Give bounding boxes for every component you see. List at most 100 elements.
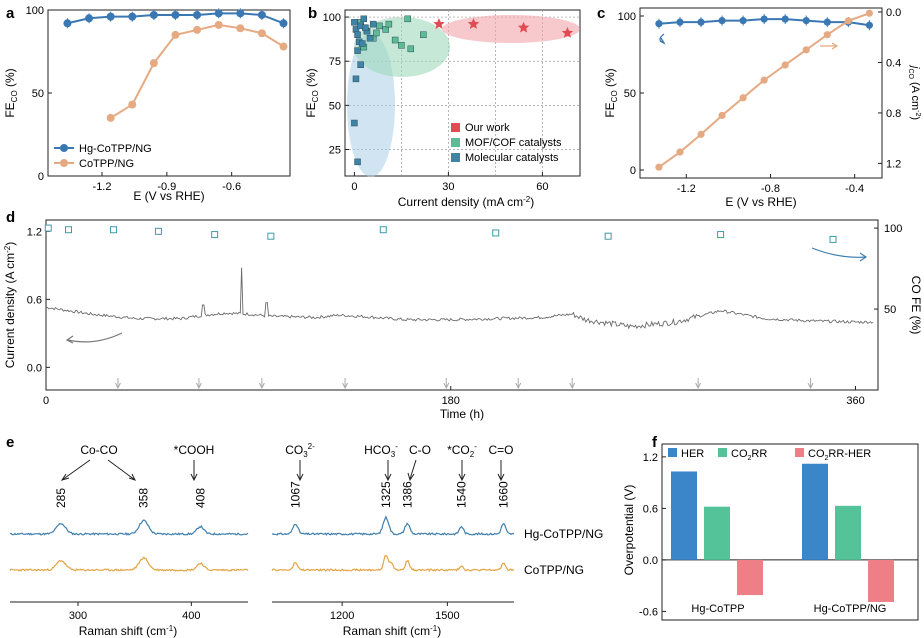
a-point xyxy=(236,24,245,33)
current-axis-arrow xyxy=(67,332,123,343)
e-peak-label: 1325 xyxy=(379,481,393,508)
assign-c-o: C-O xyxy=(409,443,431,457)
c-y2tick-label: 0.0 xyxy=(886,7,901,19)
a-ytick-label: 0 xyxy=(38,171,44,183)
legend-marker-co xyxy=(60,159,68,167)
c-point xyxy=(865,9,873,17)
d-fe-point xyxy=(829,235,837,243)
b-point-molecular xyxy=(354,47,361,54)
c-point xyxy=(781,15,789,23)
c-point xyxy=(697,18,705,26)
e-peak-label: 358 xyxy=(137,488,151,508)
panel-c: c 0 50 100 0.0 0.4 0.8 1.2 -1.2 -0.8 -0.4 FECO (%… xyxy=(597,5,921,209)
arrow-co-co-358 xyxy=(107,459,136,481)
arrow-co-co-285 xyxy=(61,459,91,481)
a-xtick-label: -0.6 xyxy=(222,181,241,193)
category-label-hg-cotpp: Hg-CoTPP xyxy=(691,603,744,615)
a-point xyxy=(257,10,266,19)
panel-d-ylabel: Current density (A cm-2) xyxy=(3,242,17,369)
c-ytick-label: 50 xyxy=(624,88,636,100)
arrowhead-co3 xyxy=(296,473,304,482)
d-event-marker-head xyxy=(569,382,576,390)
a-point xyxy=(63,19,72,28)
b-point-molecular xyxy=(357,61,364,68)
b-xtick-label: 60 xyxy=(536,181,548,193)
legend-marker-hg xyxy=(60,144,68,152)
panel-e-ticks: 300 400 1200 1500 xyxy=(69,602,460,622)
a-point xyxy=(171,10,180,19)
b-ytick-label: 100 xyxy=(323,12,341,24)
panel-d-letter: d xyxy=(6,209,15,226)
c-point xyxy=(739,17,747,25)
panel-d-plot xyxy=(44,224,874,390)
d-fe-point xyxy=(604,232,612,240)
a-point xyxy=(128,100,137,109)
trace-label-hg: Hg-CoTPP/NG xyxy=(524,527,603,541)
panel-a-ylabel: FECO (%) xyxy=(3,68,19,117)
f-ytick-label: 1.2 xyxy=(643,452,658,464)
e-left-xtick-label: 400 xyxy=(182,610,200,622)
a-point xyxy=(279,19,288,28)
panel-d-y2label: CO FE (%) xyxy=(909,276,923,335)
b-point-molecular xyxy=(358,40,366,47)
d-fe-point xyxy=(109,226,117,234)
b-point-mof xyxy=(407,45,415,53)
d-event-marker-head xyxy=(515,382,522,390)
b-point-ourwork xyxy=(467,18,480,29)
b-point-ourwork xyxy=(433,18,445,29)
panel-d-ticks: 0.0 0.6 1.2 50 100 0 180 360 xyxy=(27,223,903,407)
legend-label-co: CoTPP/NG xyxy=(79,158,134,170)
b-point-molecular xyxy=(366,35,374,42)
a-point xyxy=(214,20,223,29)
c-point xyxy=(823,18,831,26)
b-point-mof xyxy=(376,22,383,30)
a-point xyxy=(171,30,180,39)
panel-d: d 0.0 0.6 1.2 50 100 0 180 360 Current density … xyxy=(3,209,923,421)
d-fe-point xyxy=(267,232,275,240)
e-right-xtick-label: 1500 xyxy=(435,610,459,622)
b-point-molecular xyxy=(351,19,358,26)
a-point xyxy=(106,12,115,21)
f-bar-co2rr-1 xyxy=(835,505,861,560)
left-axis-arrowhead xyxy=(659,37,666,45)
f-ytick-label: -0.6 xyxy=(639,606,658,618)
panel-c-y2label: jCO (A cm-2) xyxy=(907,64,921,120)
c-point xyxy=(823,31,831,39)
panel-f-legend: HER CO2RR CO2RR-HER xyxy=(668,448,871,462)
assign-co2: *CO2- xyxy=(447,442,477,459)
panel-a-ticks: 0 50 100 -1.2 -0.9 -0.6 xyxy=(26,5,242,193)
b-point-ourwork xyxy=(561,27,574,38)
c-xtick-label: -0.4 xyxy=(845,183,864,195)
panel-a-legend: Hg-CoTPP/NG CoTPP/NG xyxy=(54,143,152,170)
legend-label-her: HER xyxy=(681,448,704,460)
legend-swatch-her xyxy=(668,448,677,457)
c-point xyxy=(655,20,663,28)
d-fe-point xyxy=(492,229,500,237)
f-bar-co2rr-her-0 xyxy=(737,559,763,596)
c-point xyxy=(760,15,768,23)
e-peak-label: 1660 xyxy=(496,481,510,508)
arrowhead-co2 xyxy=(458,473,466,482)
arrowhead-c-o xyxy=(407,472,415,482)
b-point-molecular xyxy=(354,158,361,166)
panel-f-ylabel: Overpotential (V) xyxy=(622,485,636,576)
panel-a-letter: a xyxy=(6,5,15,22)
panel-e-letter: e xyxy=(6,434,14,451)
panel-c-frame xyxy=(639,7,883,179)
b-point-mof xyxy=(398,42,405,49)
e-left-xtick-label: 300 xyxy=(69,610,87,622)
a-ytick-label: 100 xyxy=(26,5,44,17)
d-xtick-label: 180 xyxy=(442,395,460,407)
d-fe-point xyxy=(379,226,387,234)
region-our-work xyxy=(442,15,580,43)
a-point xyxy=(193,10,202,19)
b-xtick-label: 0 xyxy=(351,181,357,193)
d-fe-point xyxy=(211,231,219,239)
b-point-molecular xyxy=(360,15,368,23)
arrowhead-cooh xyxy=(190,473,198,482)
panel-b-xlabel: Current density (mA cm-2) xyxy=(398,195,535,209)
panel-a-xlabel: E (V vs RHE) xyxy=(133,189,204,203)
e-peak-label: 285 xyxy=(54,488,68,508)
panel-b-plot xyxy=(351,15,574,166)
d-event-marker-head xyxy=(115,382,121,390)
